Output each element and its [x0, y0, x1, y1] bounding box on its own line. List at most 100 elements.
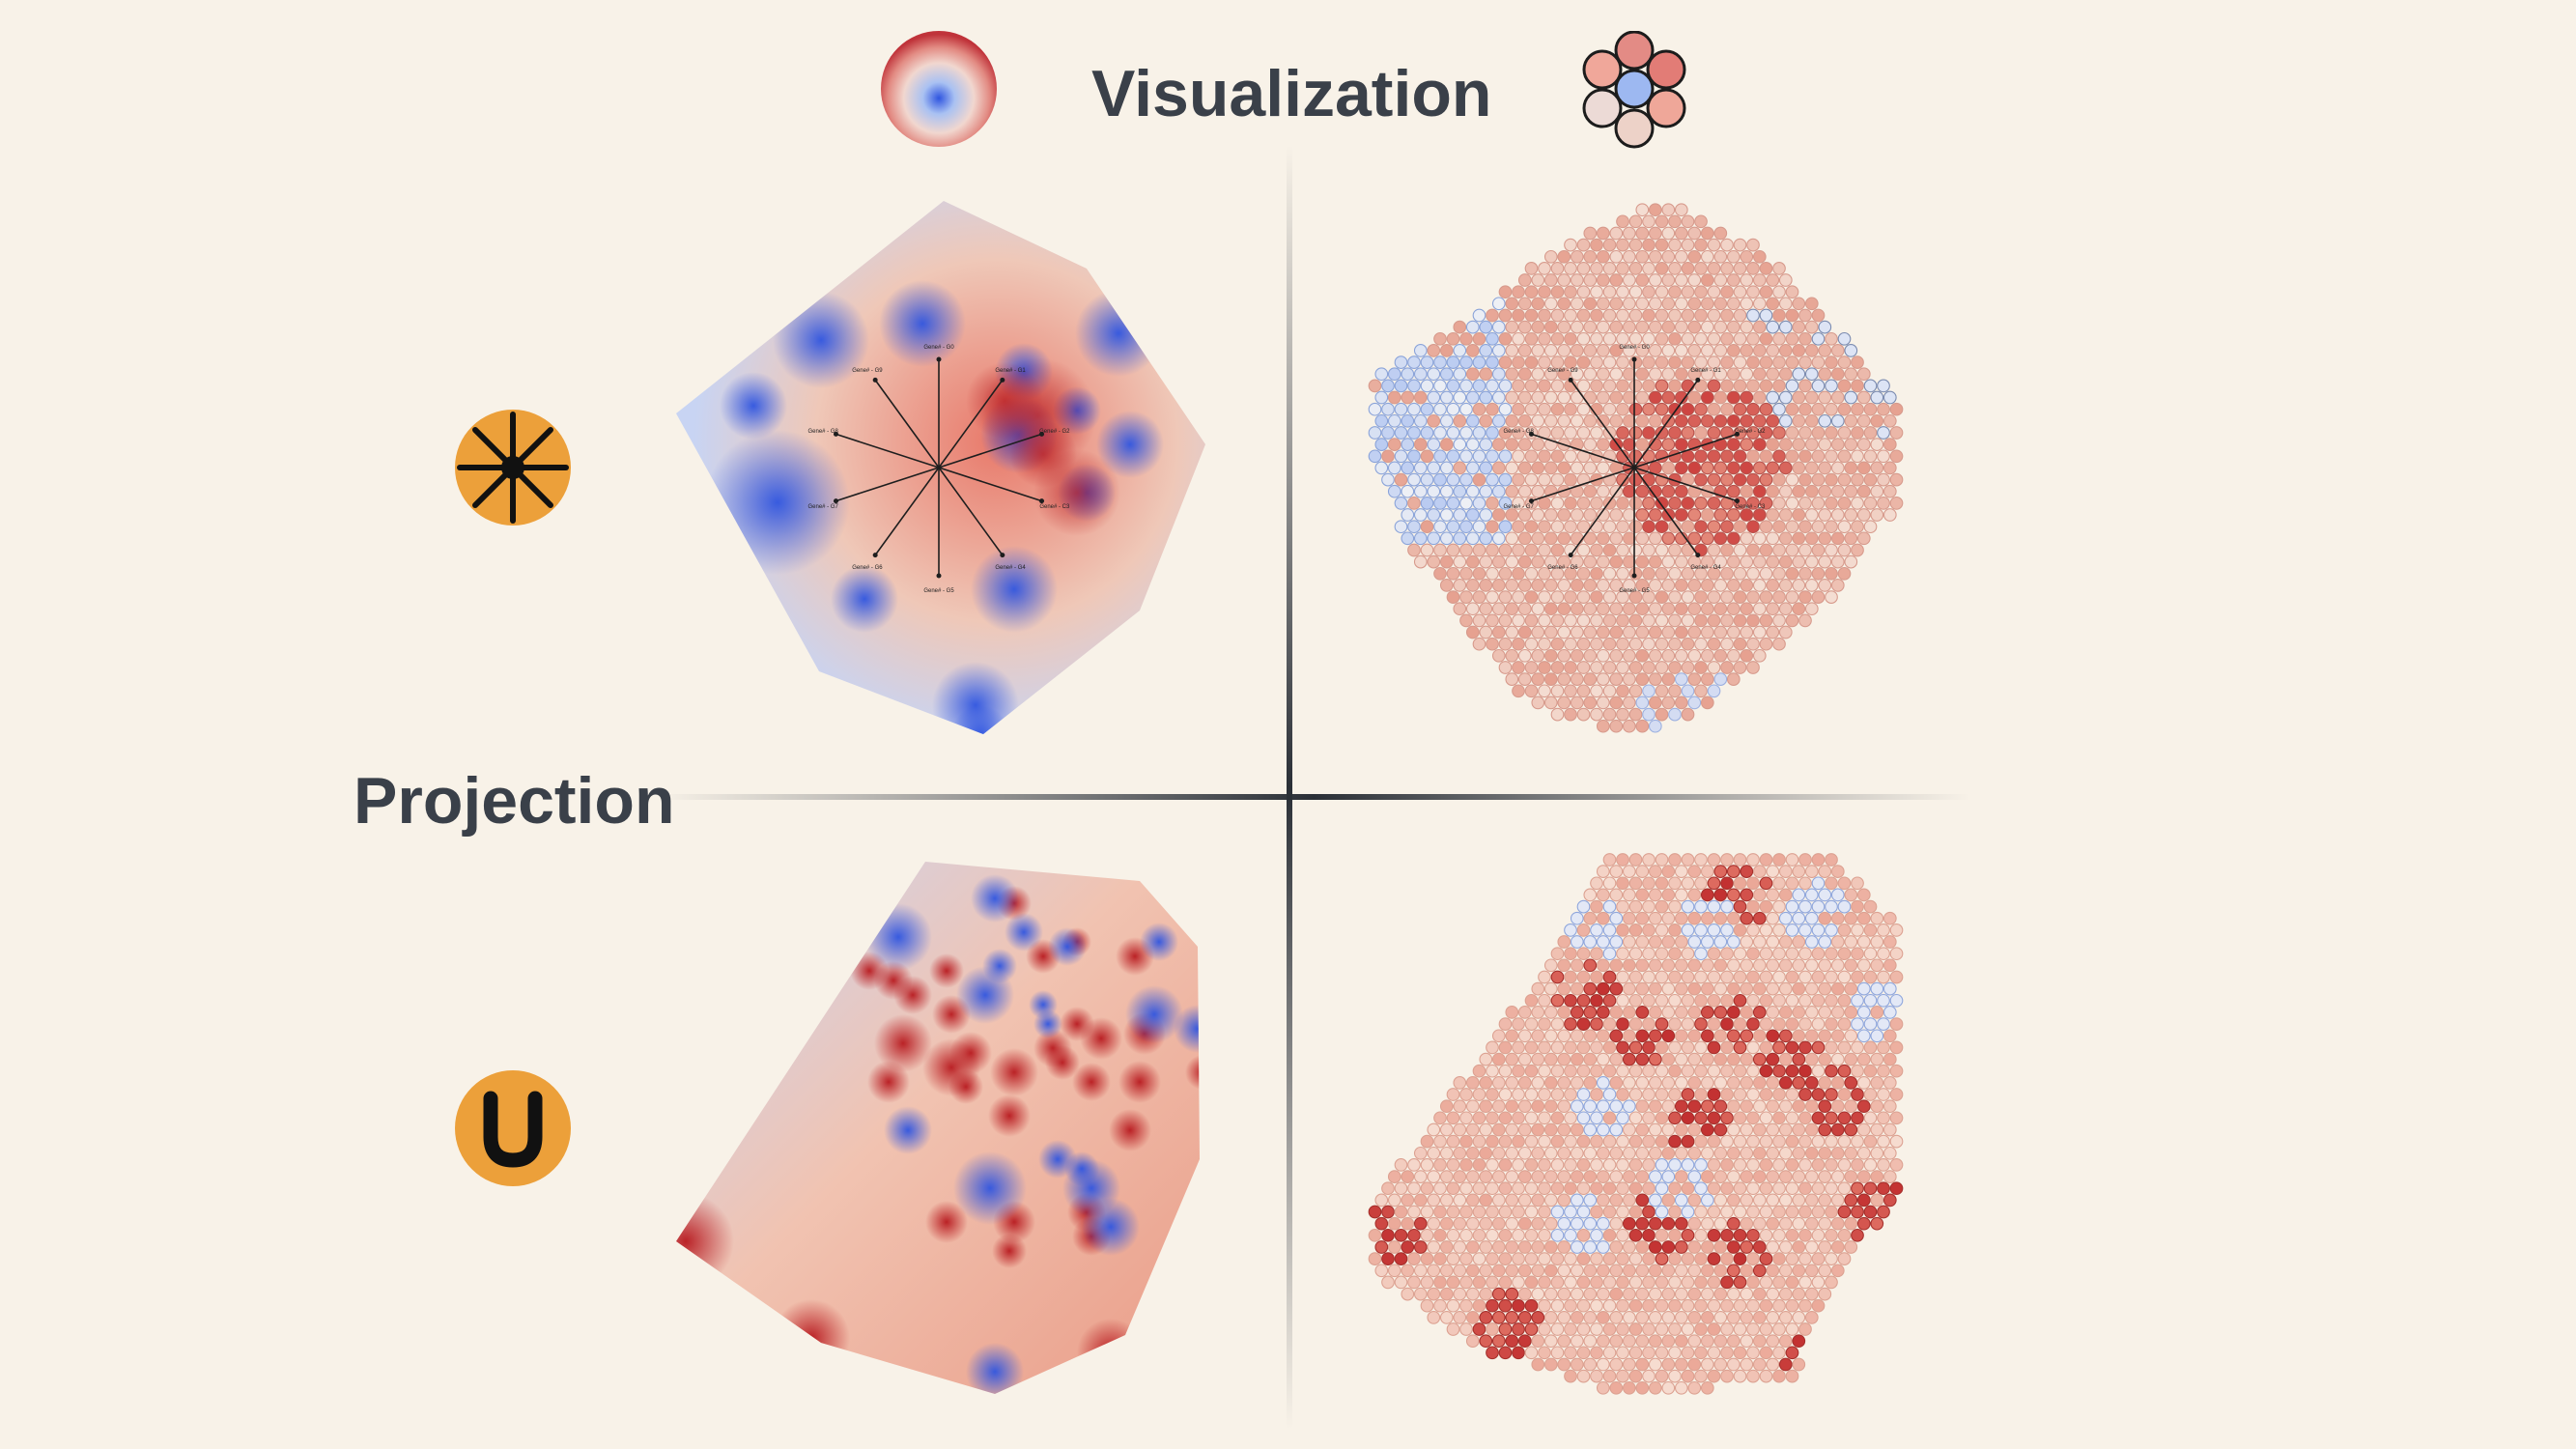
hex-cell	[1642, 402, 1656, 416]
hex-cell	[1668, 1275, 1682, 1290]
hexbin-map-radviz	[1368, 203, 1904, 733]
hex-cell	[1486, 543, 1499, 557]
hex-cell	[1642, 238, 1656, 252]
hex-cell	[1766, 911, 1780, 925]
hex-cell	[1655, 285, 1669, 299]
hex-cell	[1733, 947, 1747, 961]
hex-cell	[1538, 449, 1551, 464]
hex-cell	[1778, 461, 1793, 475]
hex-cell	[1517, 413, 1532, 428]
hex-cell	[1766, 344, 1780, 357]
hex-cell	[1759, 637, 1773, 651]
hex-cell	[1635, 648, 1650, 663]
hex-cell	[1759, 853, 1773, 867]
hex-cell	[1648, 1240, 1662, 1254]
hex-cell	[1818, 935, 1832, 949]
hex-cell	[1720, 308, 1734, 323]
hex-cell	[1856, 981, 1871, 996]
hex-cell	[1486, 1158, 1499, 1172]
hex-cell	[1517, 531, 1532, 546]
hex-cell	[1486, 449, 1499, 464]
hex-cell	[1733, 1064, 1747, 1078]
hex-cell	[1804, 602, 1819, 616]
hex-cell	[1498, 1298, 1513, 1313]
hex-cell	[1491, 579, 1506, 592]
hex-cell	[1564, 1017, 1577, 1031]
hex-cell	[1655, 262, 1669, 275]
radviz-axis-tip	[1039, 431, 1045, 437]
hex-cell	[1648, 554, 1662, 569]
hex-cell	[1453, 1264, 1467, 1278]
hex-cell	[1512, 1252, 1525, 1265]
hex-cell	[1635, 1240, 1650, 1254]
hex-cell	[1746, 899, 1760, 914]
hex-cell	[1687, 249, 1702, 264]
hex-cell	[1635, 865, 1650, 878]
hex-cell	[1713, 297, 1728, 311]
hex-cell	[1590, 707, 1603, 722]
hex-cell	[1668, 1369, 1682, 1383]
hex-cell	[1538, 285, 1551, 299]
hex-cell	[1642, 1275, 1656, 1290]
hex-cell	[1707, 993, 1721, 1008]
hex-cell	[1609, 320, 1624, 334]
hex-cell	[1687, 672, 1702, 686]
hex-cell	[1387, 1193, 1401, 1208]
hex-cell	[1825, 543, 1838, 557]
hex-cell	[1720, 1017, 1734, 1031]
hex-cell	[1870, 1146, 1884, 1160]
hex-cell	[1674, 865, 1688, 878]
hex-cell	[1570, 911, 1584, 925]
hex-cell	[1517, 602, 1532, 616]
hex-cell	[1642, 876, 1656, 891]
hex-cell	[1804, 438, 1819, 451]
hex-cell	[1759, 1134, 1773, 1149]
hex-cell	[1433, 1275, 1447, 1290]
hex-cell	[1844, 390, 1858, 405]
hex-cell	[1635, 320, 1650, 334]
hex-cell	[1700, 226, 1714, 241]
hex-cell	[1778, 508, 1793, 522]
hex-cell	[1491, 1334, 1506, 1349]
hex-cell	[1524, 331, 1539, 346]
hex-cell	[1740, 1029, 1754, 1043]
hex-cell	[1740, 1264, 1754, 1278]
radviz-axis-tip	[1039, 498, 1045, 504]
hex-cell	[1642, 566, 1656, 581]
hex-cell	[1661, 344, 1676, 357]
high-value-blob	[1185, 1055, 1200, 1090]
hex-cell	[1602, 520, 1617, 534]
hex-cell	[1512, 1346, 1525, 1360]
hex-cell	[1570, 508, 1584, 522]
hex-cell	[1609, 413, 1624, 428]
hex-cell	[1648, 367, 1662, 382]
hex-cell	[1772, 426, 1786, 440]
hex-cell	[1798, 379, 1812, 393]
hex-cell	[1778, 1099, 1793, 1114]
hex-cell	[1785, 1181, 1799, 1196]
hex-cell	[1648, 935, 1662, 949]
hex-cell	[1576, 1158, 1591, 1172]
hex-cell	[1694, 1017, 1708, 1031]
hex-cell	[1550, 1322, 1565, 1336]
hex-cell	[1726, 531, 1741, 546]
hex-cell	[1825, 331, 1838, 346]
hex-cell	[1720, 543, 1734, 557]
hex-cell	[1635, 602, 1650, 616]
hex-cell	[1818, 1264, 1832, 1278]
radviz-axis-tip	[936, 573, 942, 579]
hex-cell	[1583, 696, 1598, 710]
hex-cell	[1491, 625, 1506, 639]
hex-cell	[1700, 1170, 1714, 1183]
hex-cell	[1759, 899, 1773, 914]
hex-cell	[1635, 981, 1650, 996]
hex-cell	[1668, 497, 1682, 510]
hex-cell	[1700, 1076, 1714, 1090]
hex-cell	[1694, 684, 1708, 698]
hex-cell	[1700, 508, 1714, 522]
hex-cell	[1674, 1076, 1688, 1090]
hex-cell	[1564, 1252, 1577, 1265]
hex-cell	[1446, 402, 1460, 416]
high-value-blob	[925, 1201, 968, 1243]
hex-cell	[1811, 520, 1826, 534]
